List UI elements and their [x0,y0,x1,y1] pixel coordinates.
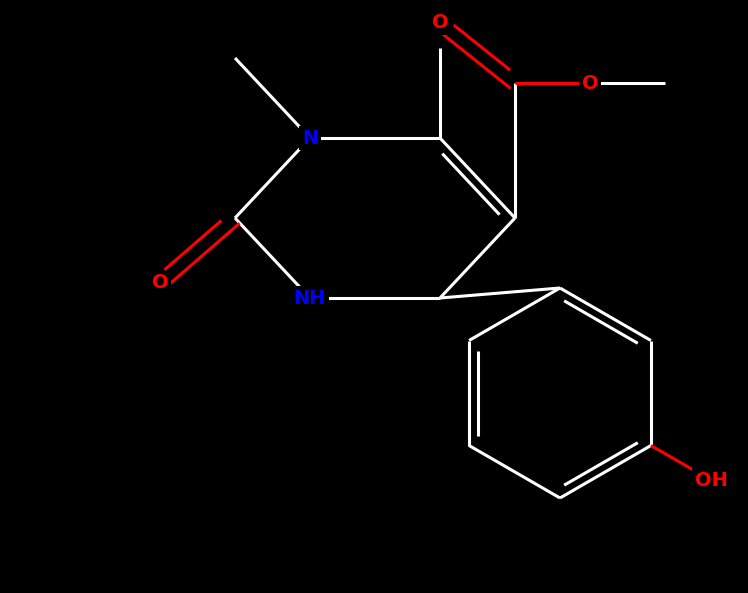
Text: NH: NH [294,289,326,308]
Text: N: N [302,129,318,148]
Text: O: O [582,74,598,93]
Text: O: O [432,14,448,33]
Text: O: O [152,273,168,292]
Text: OH: OH [695,471,728,490]
